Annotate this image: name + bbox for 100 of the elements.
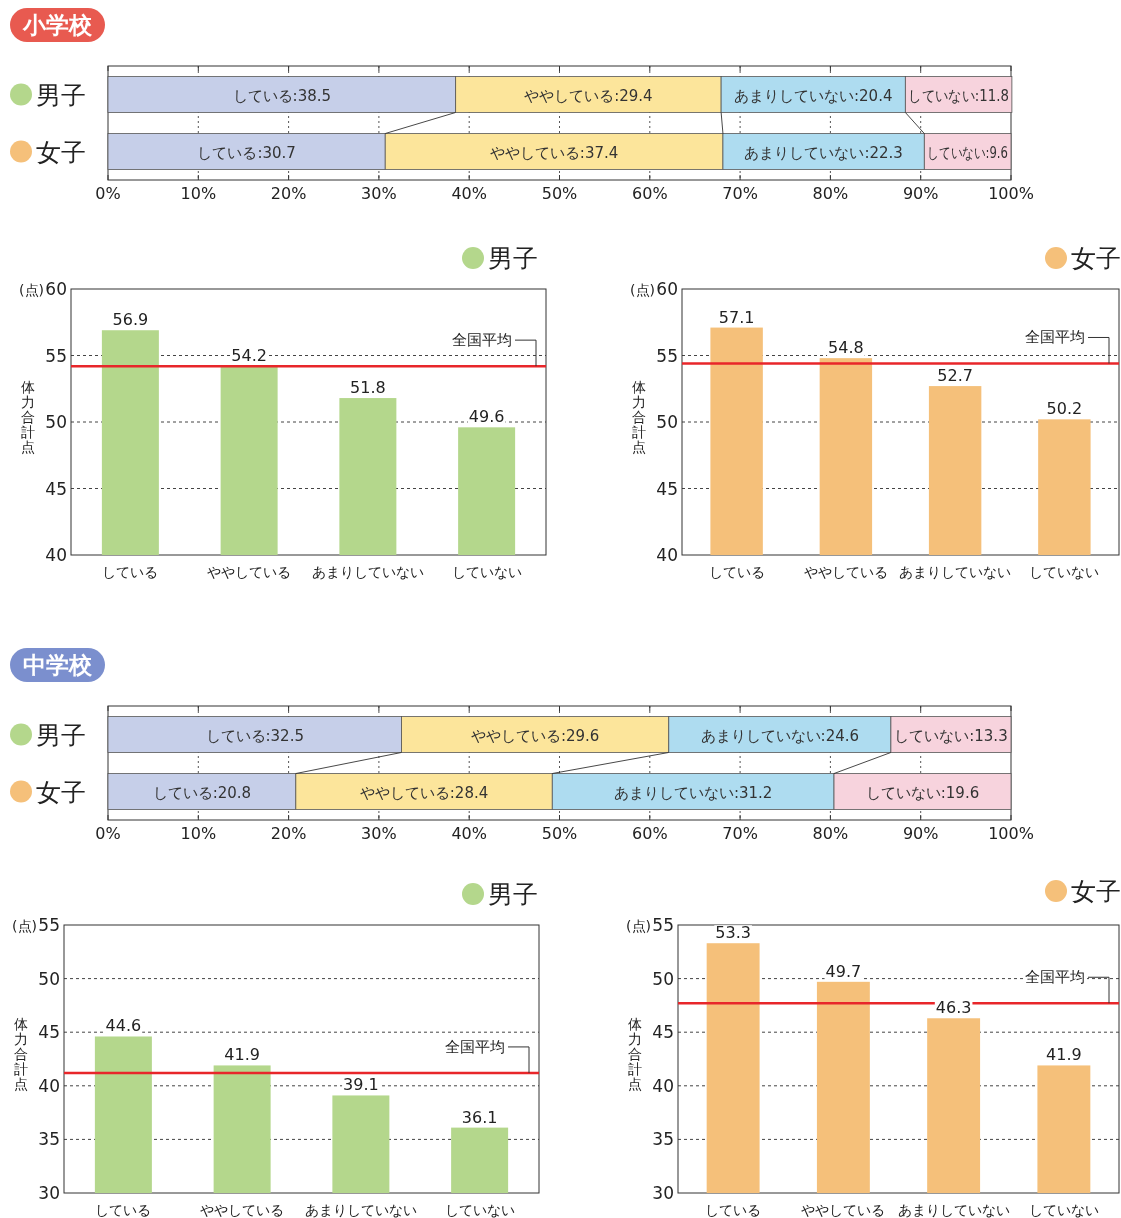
x-tick-label: 40%: [451, 824, 487, 843]
y-tick-label: 40: [38, 1075, 60, 1096]
y-tick-label: 35: [652, 1129, 674, 1150]
x-tick-label: 70%: [722, 824, 758, 843]
x-tick-label: ややしている: [801, 1202, 886, 1218]
x-tick-label: あまりしていない: [899, 564, 1012, 580]
x-tick-label: 40%: [451, 184, 487, 203]
y-tick-label: 50: [38, 968, 60, 989]
y-tick-label: 35: [38, 1129, 60, 1150]
data-label: 54.8: [828, 338, 864, 358]
data-label: していない:9.6: [927, 143, 1032, 162]
data-label: 49.6: [468, 407, 505, 427]
data-label: している:30.7: [197, 143, 296, 162]
x-tick-label: していない: [451, 564, 522, 580]
y-tick-label: 55: [652, 915, 674, 935]
data-label: 57.1: [718, 307, 755, 327]
data-label: あまりしていない:24.6: [700, 726, 860, 745]
x-tick-label: 0%: [95, 184, 121, 203]
x-tick-label: している: [95, 1202, 152, 1218]
y-tick-label: 男子: [36, 720, 86, 750]
x-tick-label: ややしている: [803, 564, 888, 580]
x-tick-label: 80%: [812, 824, 849, 843]
x-tick-label: している: [705, 1202, 762, 1218]
x-tick-label: 50%: [541, 184, 578, 203]
data-label: 50.2: [1046, 399, 1083, 419]
y-tick-label: 女子: [36, 137, 86, 167]
data-label: 53.3: [715, 923, 751, 943]
data-label: 39.1: [343, 1075, 379, 1095]
y-tick-label: 60: [656, 279, 678, 299]
x-tick-label: あまりしていない: [311, 564, 424, 580]
y-tick-label: 40: [652, 1075, 674, 1096]
x-tick-label: 80%: [812, 184, 849, 203]
ref-line-label: 全国平均: [1025, 328, 1085, 347]
data-label: ややしている:29.4: [524, 86, 653, 105]
x-tick-label: あまりしていない: [304, 1202, 417, 1218]
x-tick-label: していない: [1029, 564, 1100, 580]
data-label: 41.9: [1046, 1045, 1082, 1065]
text: (点): [12, 918, 37, 934]
x-tick-label: あまりしていない: [897, 1202, 1010, 1218]
ref-line-label: 全国平均: [1025, 968, 1085, 987]
data-label: ややしている:37.4: [489, 143, 619, 162]
ref-line-label: 全国平均: [445, 1037, 505, 1056]
x-tick-label: 90%: [902, 184, 939, 203]
x-tick-label: 90%: [902, 824, 939, 843]
y-tick-label: 男子: [36, 80, 86, 110]
ref-line-label: 全国平均: [452, 331, 512, 350]
data-label: 52.7: [937, 366, 973, 386]
x-tick-label: 10%: [180, 824, 217, 843]
y-tick-label: 45: [656, 478, 678, 499]
y-tick-label: 45: [652, 1022, 674, 1043]
data-label: していない:13.3: [894, 726, 1008, 745]
x-tick-label: していない: [1028, 1202, 1099, 1218]
x-tick-label: している: [102, 564, 159, 580]
y-tick-label: 30: [652, 1183, 674, 1203]
y-axis-title: 体力合計点: [632, 379, 646, 455]
x-tick-label: 10%: [180, 184, 217, 203]
y-tick-label: 60: [45, 279, 67, 299]
x-tick-label: 20%: [270, 184, 307, 203]
data-label: していない:19.6: [865, 783, 980, 802]
chart-title: 中学校: [23, 652, 93, 678]
legend-label: 女子: [1071, 244, 1121, 273]
y-tick-label: 40: [45, 545, 67, 565]
data-label: ややしている:29.6: [470, 726, 600, 745]
y-axis-title: 体力合計点: [21, 379, 35, 455]
data-label: 44.6: [105, 1016, 142, 1036]
x-tick-label: 70%: [722, 184, 758, 203]
data-label: 56.9: [112, 310, 149, 330]
x-tick-label: 60%: [632, 184, 668, 203]
x-tick-label: ややしている: [200, 1202, 285, 1218]
y-tick-label: 50: [652, 968, 674, 989]
y-axis-title: 体力合計点: [628, 1016, 642, 1092]
y-tick-label: 55: [45, 345, 67, 366]
data-label: 54.2: [231, 346, 267, 366]
chart-title: 小学校: [22, 12, 93, 38]
text: (点): [19, 282, 44, 298]
legend-label: 男子: [488, 880, 538, 909]
data-label: 51.8: [350, 378, 386, 398]
data-label: していない:11.8: [908, 86, 1022, 105]
y-tick-label: 45: [38, 1022, 60, 1043]
data-label: 41.9: [224, 1045, 260, 1065]
y-tick-label: 55: [38, 915, 60, 935]
y-tick-label: 55: [656, 345, 678, 366]
text: (点): [626, 918, 651, 934]
y-tick-label: 40: [656, 545, 678, 565]
text: (点): [630, 282, 655, 298]
data-label: あまりしていない:20.4: [734, 86, 893, 105]
data-label: している:20.8: [152, 783, 252, 802]
y-axis-title: 体力合計点: [14, 1016, 28, 1092]
x-tick-label: 60%: [632, 824, 668, 843]
x-tick-label: 20%: [270, 824, 307, 843]
x-tick-label: 30%: [361, 824, 397, 843]
legend-label: 女子: [1071, 877, 1121, 906]
x-tick-label: 100%: [988, 824, 1034, 843]
y-tick-label: 30: [38, 1183, 60, 1203]
y-tick-label: 50: [656, 412, 678, 432]
x-tick-label: 100%: [988, 184, 1034, 203]
y-tick-label: 45: [45, 478, 67, 499]
data-label: ややしている:28.4: [359, 783, 489, 802]
data-label: あまりしていない:22.3: [744, 143, 903, 162]
x-tick-label: していない: [444, 1202, 515, 1218]
